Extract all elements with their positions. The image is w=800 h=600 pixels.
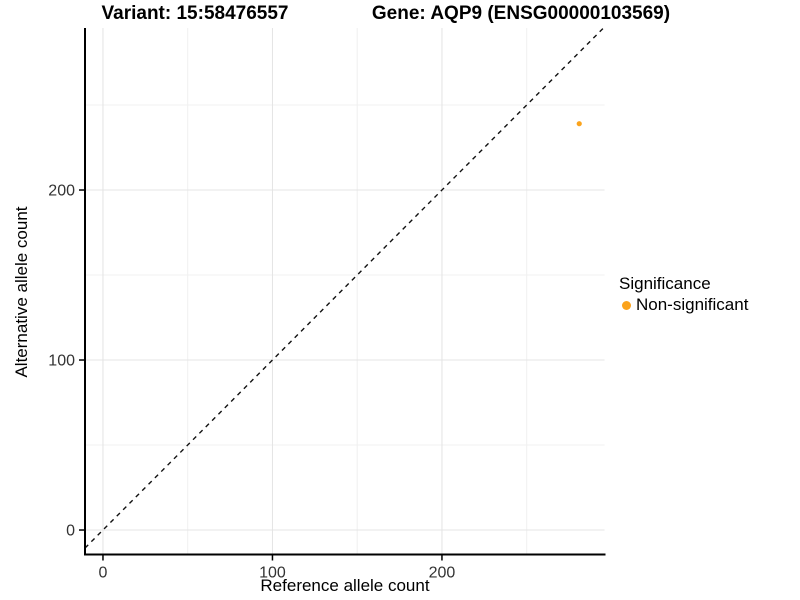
x-tick-label: 100 [259,565,286,582]
legend-label: Non-significant [636,295,749,314]
plot-title-variant: Variant: 15:58476557 [101,3,289,24]
y-tick-label: 100 [48,353,75,370]
y-axis-title: Alternative allele count [12,206,31,378]
legend-point-icon [622,300,631,310]
x-tick-label: 200 [429,565,456,582]
legend: Significance Non-significant [619,274,748,315]
plot-title-gene: Gene: AQP9 (ENSG00000103569) [371,3,671,24]
legend-title: Significance [619,274,711,293]
x-axis-title: Reference allele count [260,576,430,595]
legend-entry: Non-significant [622,295,748,315]
data-point [576,121,582,127]
y-tick-label: 0 [66,523,75,540]
identity-line [84,27,604,549]
x-tick-label: 0 [99,565,108,582]
y-tick-label: 200 [48,183,75,200]
